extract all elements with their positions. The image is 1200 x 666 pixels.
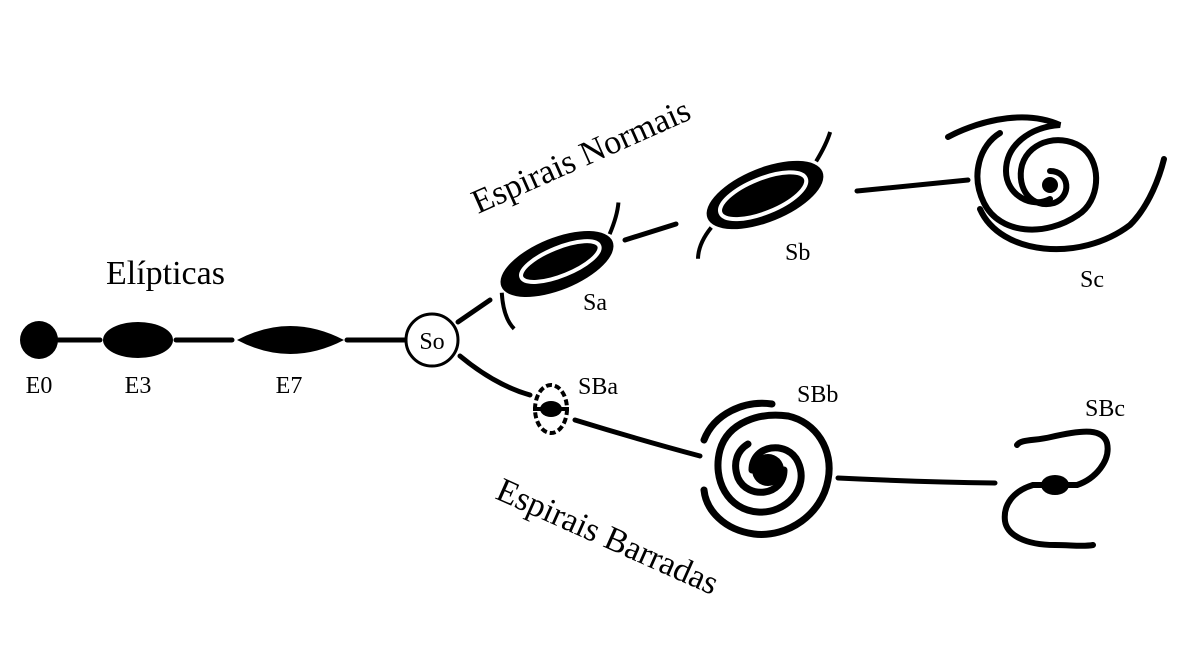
heading-normal-spirals: Espirais Normais xyxy=(466,92,696,221)
label-sbb: SBb xyxy=(797,382,838,408)
galaxy-e0 xyxy=(20,321,58,359)
line-sba-sbb xyxy=(572,417,703,459)
label-sa: Sa xyxy=(583,290,607,316)
line-so-sba xyxy=(457,353,533,398)
line-sa-sb xyxy=(622,221,679,243)
label-e3: E3 xyxy=(125,373,152,399)
label-sc: Sc xyxy=(1080,267,1104,293)
label-sbc: SBc xyxy=(1085,396,1125,422)
heading-barred-spirals: Espirais Barradas xyxy=(491,472,724,603)
heading-elliptical: Elípticas xyxy=(106,255,225,292)
galaxy-e3 xyxy=(103,322,173,358)
line-sb-sc xyxy=(854,177,971,194)
connector-lines xyxy=(55,177,998,486)
galaxy-sbc xyxy=(1001,428,1111,549)
line-sbb-sbc xyxy=(835,475,998,486)
galaxy-e7 xyxy=(237,326,344,354)
galaxy-sb xyxy=(695,131,833,259)
galaxy-sa xyxy=(499,202,621,331)
label-e0: E0 xyxy=(26,373,53,399)
galaxy-sba xyxy=(533,383,569,435)
galaxy-sc xyxy=(945,114,1167,253)
so-label: So xyxy=(419,329,444,355)
galaxy-so-circle xyxy=(404,312,460,368)
label-sba: SBa xyxy=(578,374,618,400)
label-sb: Sb xyxy=(785,240,810,266)
line-so-sa xyxy=(455,297,493,325)
galaxy-sbb xyxy=(700,399,833,538)
label-e7: E7 xyxy=(276,373,303,399)
